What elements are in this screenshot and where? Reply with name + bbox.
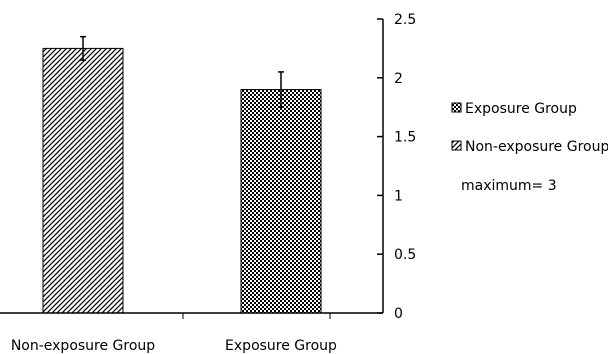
legend-swatch [451,140,462,151]
legend-swatch [451,102,462,113]
axes-layer: Non-exposure Group Exposure Group 0 0.5 1 1.5… [0,12,416,354]
category-label: Exposure Group [225,338,337,354]
bars-layer [42,35,322,314]
error-bar [80,35,86,61]
y-tick-label: 1 [394,188,403,204]
legend-note: maximum= 3 [461,178,557,194]
legend-label: Non-exposure Group [465,139,608,155]
category-label: Non-exposure Group [11,338,155,354]
bar-exposure [240,89,322,314]
y-tick-label: 2.5 [394,12,416,28]
bar-non-exposure [42,47,124,314]
error-bar [278,71,284,108]
legend-label: Exposure Group [465,101,577,117]
legend: Exposure Group Non-exposure Group maximum=… [451,101,608,194]
y-tick-label: 0.5 [394,247,416,263]
y-tick-label: 0 [394,306,403,322]
y-tick-label: 1.5 [394,130,416,146]
y-tick-label: 2 [394,71,403,87]
